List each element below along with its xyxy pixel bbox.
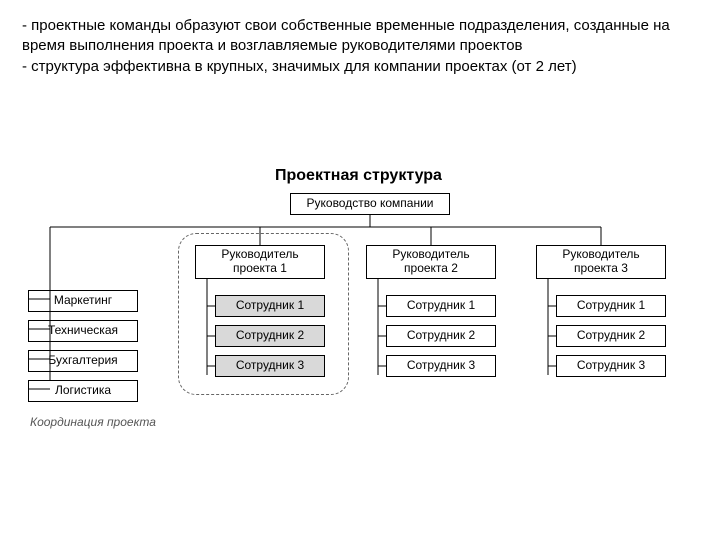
- manager-node: Руководитель проекта 3: [536, 245, 666, 279]
- staff-node: Сотрудник 3: [215, 355, 325, 377]
- staff-node: Сотрудник 2: [556, 325, 666, 347]
- dept-node: Маркетинг: [28, 290, 138, 312]
- dept-node: Техническая: [28, 320, 138, 342]
- intro-text: - проектные команды образуют свои собств…: [22, 16, 698, 77]
- company-node: Руководство компании: [290, 193, 450, 215]
- staff-node: Сотрудник 3: [556, 355, 666, 377]
- diagram-container: Проектная структура Руководство компании…: [0, 165, 720, 525]
- intro-p2: - структура эффективна в крупных, значим…: [22, 57, 698, 77]
- diagram-title: Проектная структура: [275, 167, 442, 185]
- manager-node: Руководитель проекта 1: [195, 245, 325, 279]
- manager-node: Руководитель проекта 2: [366, 245, 496, 279]
- staff-node: Сотрудник 3: [386, 355, 496, 377]
- coord-label: Координация проекта: [30, 415, 156, 429]
- staff-node: Сотрудник 1: [215, 295, 325, 317]
- staff-node: Сотрудник 2: [215, 325, 325, 347]
- intro-p1: - проектные команды образуют свои собств…: [22, 16, 698, 57]
- staff-node: Сотрудник 2: [386, 325, 496, 347]
- staff-node: Сотрудник 1: [556, 295, 666, 317]
- dept-node: Логистика: [28, 380, 138, 402]
- dept-node: Бухгалтерия: [28, 350, 138, 372]
- staff-node: Сотрудник 1: [386, 295, 496, 317]
